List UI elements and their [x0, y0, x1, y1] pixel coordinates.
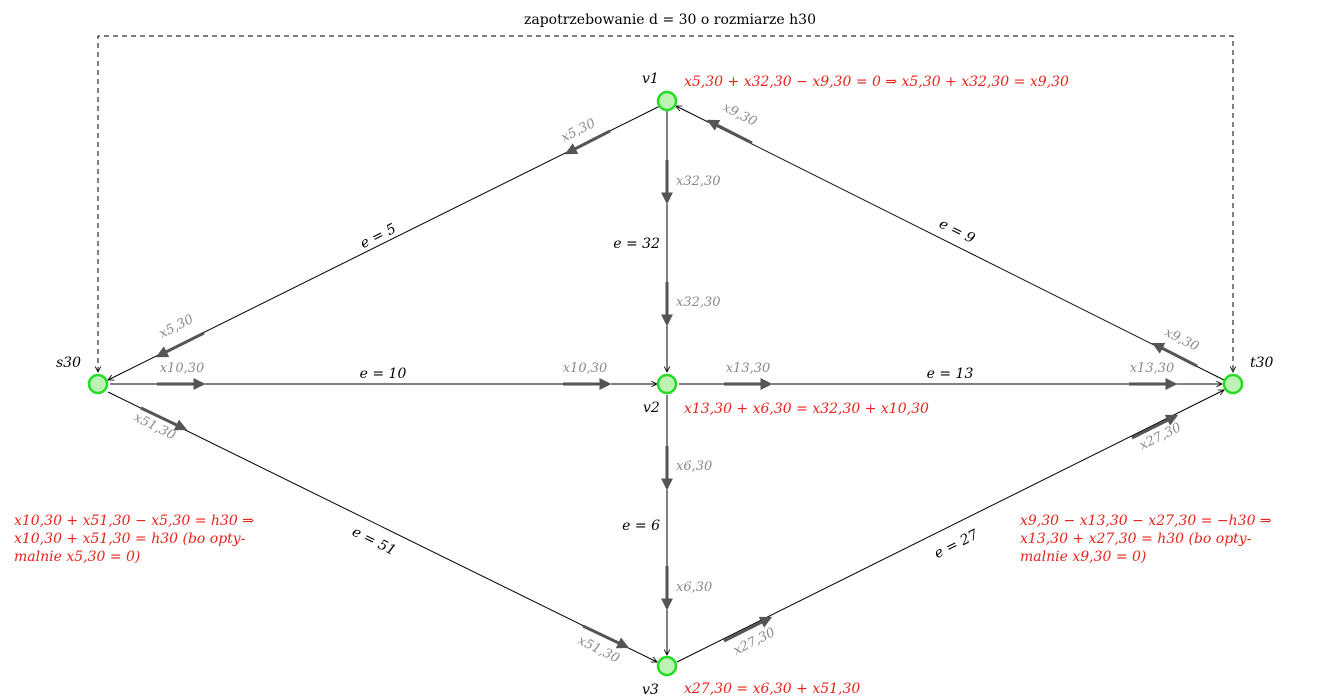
node-v2 [656, 373, 678, 395]
flow-label-x51-bottom: x51,30 [575, 633, 622, 666]
equation-s30-line-2: x10,30 + x51,30 = h30 (bo opty- [14, 531, 246, 547]
node-t30 [1222, 373, 1244, 395]
demand-path [98, 35, 1233, 372]
flow-label-x10-left: x10,30 [160, 361, 205, 376]
node-label-s30: s30 [56, 355, 81, 371]
flow-label-x6-bottom: x6,30 [676, 580, 712, 595]
edge-label-9: e = 9 [936, 216, 977, 247]
edge-label-13: e = 13 [927, 366, 974, 382]
edge-27 [676, 389, 1224, 663]
equation-t30-line-2: x13,30 + x27,30 = h30 (bo opty- [1020, 531, 1252, 547]
demand-label: zapotrzebowanie d = 30 o rozmiarze h30 [524, 12, 816, 28]
flow-label-x13-right: x13,30 [1130, 361, 1175, 376]
flow-label-x5-bottom: x5,30 [157, 312, 196, 342]
flow-label-x10-right: x10,30 [563, 361, 608, 376]
edge-label-10: e = 10 [360, 366, 407, 382]
edge-51 [107, 391, 657, 662]
flow-arrow-x27-top [723, 616, 773, 643]
equation-s30-line-1: x10,30 + x51,30 − x5,30 = h30 ⇒ [14, 513, 254, 529]
edge-label-51: e = 51 [349, 524, 398, 559]
edge-9 [676, 105, 1225, 381]
flow-arrow-x9-bottom [1151, 342, 1198, 368]
equation-v1: x5,30 + x32,30 − x9,30 = 0 ⇒ x5,30 + x32… [684, 74, 1069, 90]
flow-arrow-x9-top [706, 119, 753, 145]
flow-label-x32-top: x32,30 [676, 174, 721, 189]
edge-label-6: e = 6 [622, 518, 660, 534]
node-label-t30: t30 [1250, 355, 1274, 371]
flow-arrow-x51-top [140, 406, 188, 431]
edge-label-5: e = 5 [358, 221, 399, 252]
node-v3 [656, 655, 678, 677]
equation-v2: x13,30 + x6,30 = x32,30 + x10,30 [684, 401, 929, 417]
flow-label-x13-left: x13,30 [726, 361, 771, 376]
equation-t30-line-1: x9,30 − x13,30 − x27,30 = −h30 ⇒ [1020, 513, 1272, 529]
flow-label-x32-bottom: x32,30 [676, 295, 721, 310]
node-s30 [87, 373, 109, 395]
flow-label-x9-top: x9,30 [720, 100, 759, 130]
flow-arrow-x5-top [564, 129, 611, 155]
equation-v3: x27,30 = x6,30 + x51,30 [684, 681, 860, 697]
flow-label-x27-top: x27,30 [731, 625, 778, 658]
node-label-v2: v2 [643, 400, 660, 416]
edge-label-32: e = 32 [613, 236, 660, 252]
flow-label-x6-top: x6,30 [676, 459, 712, 474]
node-v1 [656, 90, 678, 112]
node-label-v1: v1 [642, 71, 659, 87]
flow-arrow-x5-bottom [155, 331, 205, 358]
flow-arrow-x51-bottom [582, 624, 630, 649]
flow-arrow-x27-bottom [1131, 414, 1179, 440]
equation-s30-line-3: malnie x5,30 = 0) [14, 549, 140, 565]
node-label-v3: v3 [642, 682, 659, 698]
equation-t30-line-3: malnie x9,30 = 0) [1020, 549, 1146, 565]
